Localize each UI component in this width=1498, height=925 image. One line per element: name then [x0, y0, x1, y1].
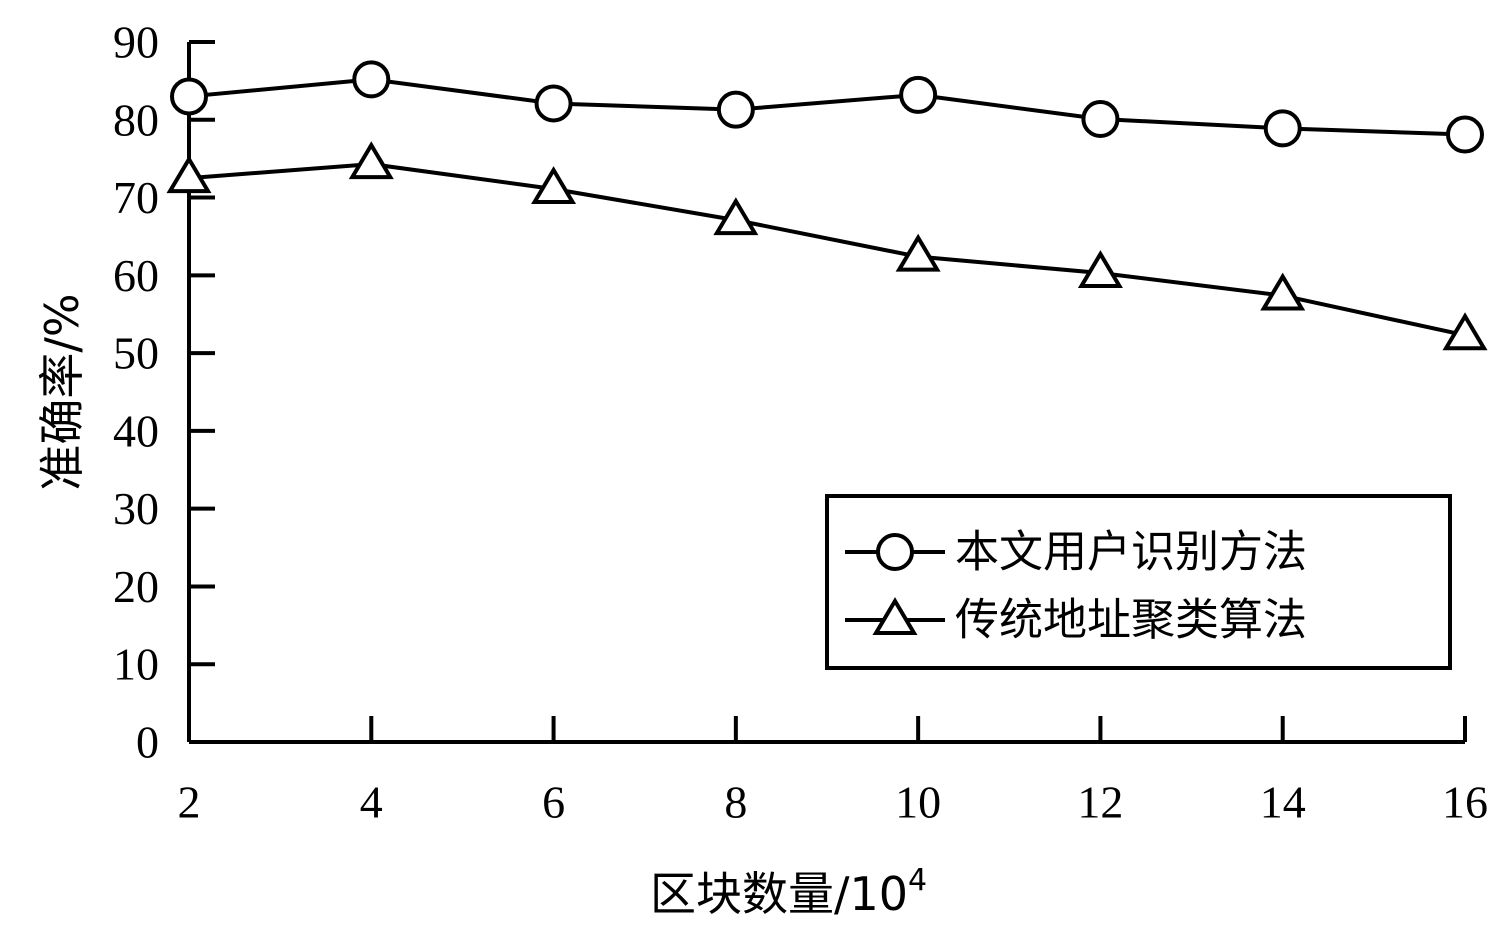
series-line [188, 162, 1466, 338]
y-tick-label: 10 [113, 639, 159, 690]
y-tick-label: 60 [113, 250, 159, 301]
data-point-circle [1263, 109, 1302, 148]
data-point-triangle [166, 155, 212, 194]
x-tick-label: 12 [1077, 777, 1123, 828]
y-tick-label: 40 [113, 405, 159, 456]
data-point-triangle [531, 166, 577, 204]
data-point-triangle [348, 141, 394, 180]
data-point-circle [1446, 115, 1484, 154]
y-tick-label: 50 [113, 328, 159, 379]
x-axis-title-main: 区块数量/10 [650, 867, 908, 921]
y-tick-label: 70 [113, 172, 159, 223]
data-point-circle [534, 84, 573, 123]
legend: 本文用户识别方法 传统地址聚类算法 [825, 494, 1452, 670]
legend-marker-circle [876, 533, 914, 571]
x-tick-label: 4 [360, 777, 383, 828]
series-2 [166, 141, 1488, 351]
series-1 [170, 60, 1484, 154]
y-tick-label: 90 [113, 17, 159, 68]
y-tick-label: 0 [136, 717, 159, 768]
legend-label-series-2: 传统地址聚类算法 [955, 595, 1307, 646]
x-tick-label: 2 [178, 777, 201, 828]
data-point-circle [899, 75, 938, 114]
y-tick-label: 80 [113, 94, 159, 145]
legend-marker-triangle [872, 597, 918, 635]
data-point-triangle [895, 233, 941, 272]
data-point-circle [716, 90, 755, 129]
x-tick-label: 16 [1442, 777, 1488, 828]
data-point-triangle [1077, 250, 1123, 288]
y-tick-label: 30 [113, 483, 159, 534]
x-tick-label: 14 [1260, 777, 1306, 828]
x-tick-label: 8 [724, 777, 747, 828]
x-axis-title: 区块数量/104 [650, 863, 927, 921]
legend-label-series-1: 本文用户识别方法 [955, 527, 1307, 578]
data-point-triangle [1442, 312, 1488, 351]
x-tick-label: 10 [895, 777, 941, 828]
y-tick-label: 20 [113, 561, 159, 612]
x-tick-label: 6 [542, 777, 565, 828]
data-point-circle [170, 77, 208, 116]
data-point-circle [352, 60, 391, 99]
x-axis-title-superscript: 4 [908, 863, 927, 898]
series-line [188, 77, 1466, 137]
legend-box [825, 494, 1452, 670]
y-axis-title: 准确率/% [35, 293, 89, 490]
data-point-triangle [713, 197, 759, 236]
axes: 0 10 20 30 40 50 60 70 80 90 2 4 6 8 10 12 14 16 [113, 17, 1488, 828]
series-layer [166, 60, 1488, 351]
data-point-circle [1081, 100, 1120, 138]
data-point-triangle [1260, 272, 1306, 311]
